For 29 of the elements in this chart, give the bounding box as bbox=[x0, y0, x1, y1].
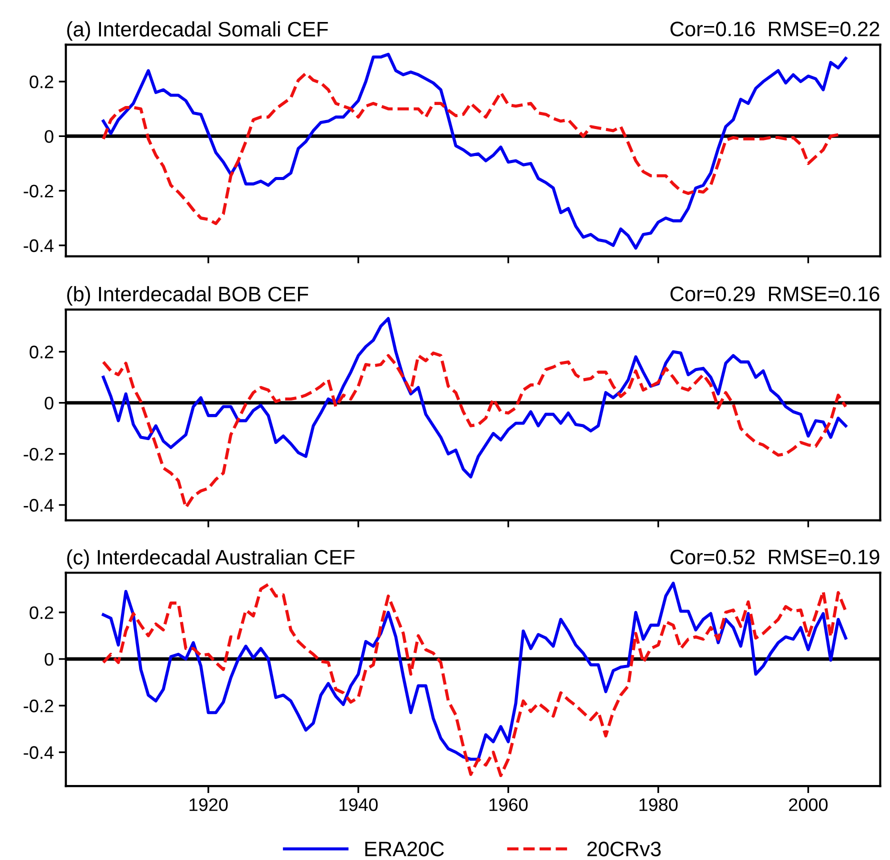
x-tick-label: 1960 bbox=[490, 798, 528, 812]
y-tick-label: 0 bbox=[44, 652, 54, 666]
x-tick-label: 1940 bbox=[340, 798, 378, 812]
line-series bbox=[102, 351, 848, 510]
y-tick-label: -0.2 bbox=[24, 448, 54, 461]
line-series bbox=[102, 52, 848, 250]
y-tick-label: 0.2 bbox=[30, 606, 54, 620]
chart-title: (a) Interdecadal Somali CEF bbox=[67, 21, 328, 41]
y-tick-label: -0.4 bbox=[24, 239, 54, 252]
text: Cor=0.16 RMSE=0.22 bbox=[670, 22, 880, 36]
x-tick-label: 1920 bbox=[190, 798, 228, 812]
y-tick-label: 0.2 bbox=[30, 76, 54, 88]
y-tick-label: -0.2 bbox=[24, 700, 54, 712]
legend-label: 20CRv3 bbox=[587, 842, 661, 856]
text: Cor=0.29 RMSE=0.16 bbox=[670, 286, 880, 302]
y-tick-label: 0.2 bbox=[30, 346, 54, 358]
x-tick-label: 1980 bbox=[640, 798, 678, 812]
y-tick-label: 0 bbox=[44, 396, 54, 410]
legend-label: ERA20C bbox=[365, 842, 444, 856]
chart-title: (c) Interdecadal Australian CEF bbox=[67, 549, 355, 569]
x-tick-label: 2000 bbox=[789, 798, 828, 812]
line-series bbox=[102, 72, 840, 226]
text: Cor=0.52 RMSE=0.19 bbox=[670, 550, 880, 564]
y-tick-label: -0.4 bbox=[24, 746, 54, 759]
line-series bbox=[102, 317, 848, 478]
y-tick-label: -0.4 bbox=[24, 498, 54, 512]
y-tick-label: 0 bbox=[44, 130, 54, 143]
y-tick-label: -0.2 bbox=[24, 184, 54, 198]
chart-title: (b) Interdecadal BOB CEF bbox=[67, 286, 308, 306]
